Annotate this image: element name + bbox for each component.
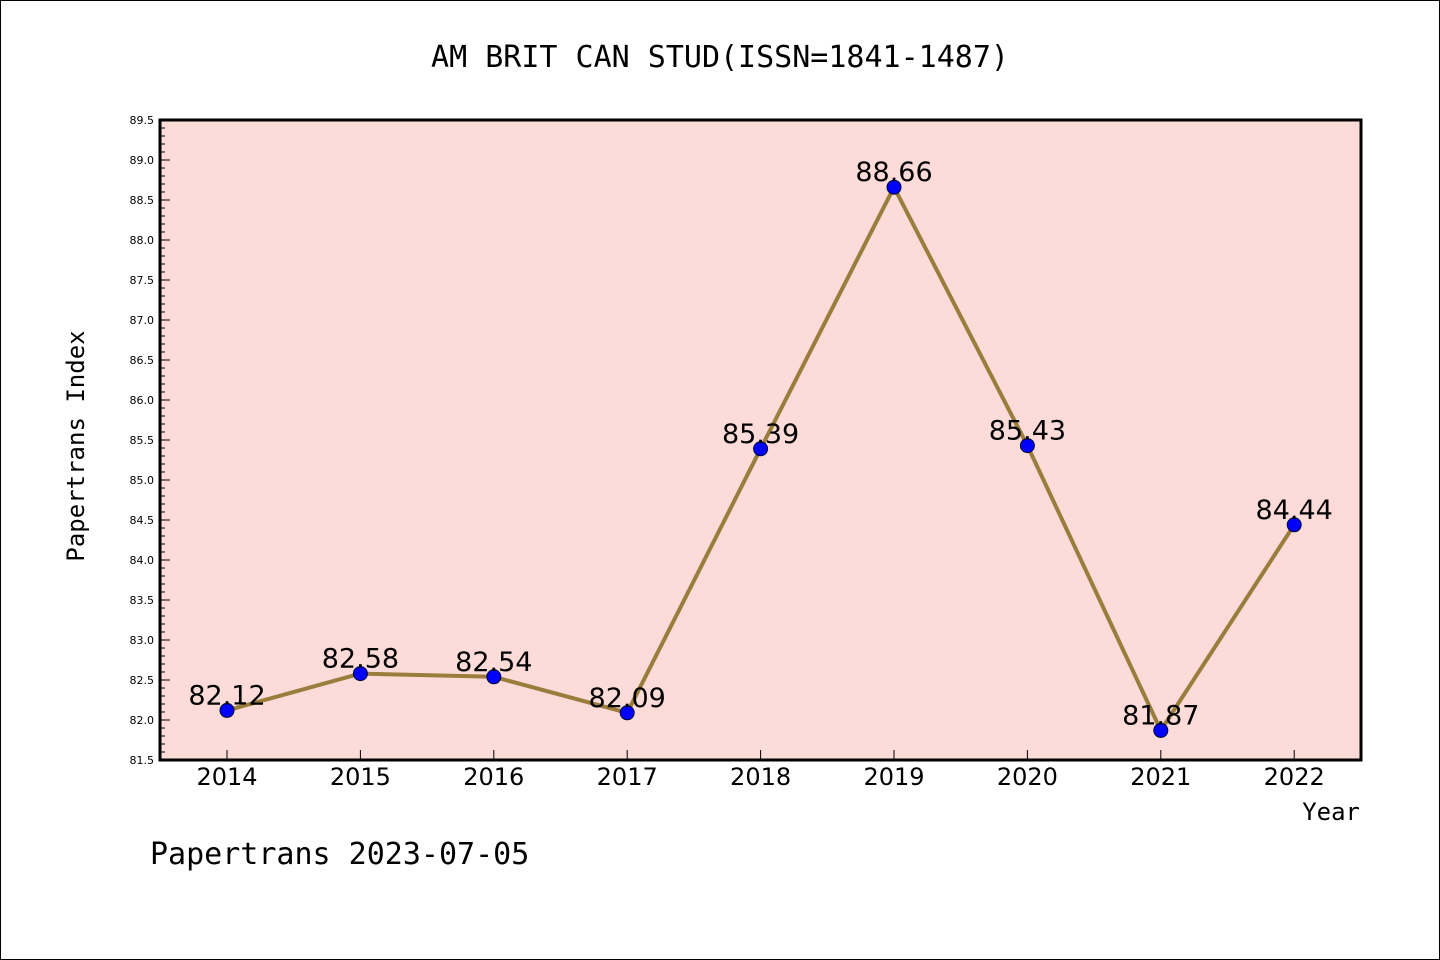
- y-tick-label: 82.5: [130, 674, 155, 687]
- x-tick-label: 2018: [730, 763, 791, 791]
- y-axis: 81.5 82.0 82.5 83.0 83.5 84.0 84.5 85.0 85.5 86.0…: [130, 114, 170, 767]
- chart-title: AM BRIT CAN STUD(ISSN=1841-1487): [431, 40, 1009, 75]
- data-point: [886, 179, 902, 195]
- x-tick-label: 2020: [997, 763, 1058, 791]
- x-tick-label: 2016: [463, 763, 524, 791]
- data-point: [352, 666, 368, 682]
- plot-border: [158, 118, 1363, 762]
- data-point: [219, 702, 235, 718]
- data-label: 81.87: [1122, 700, 1199, 731]
- x-tick-label: 2017: [597, 763, 658, 791]
- y-tick-label: 84.0: [130, 554, 155, 567]
- y-tick-label: 86.5: [130, 354, 155, 367]
- series-layer: [219, 179, 1302, 738]
- y-tick-label: 82.0: [130, 714, 155, 727]
- y-tick-label: 87.5: [130, 274, 155, 287]
- y-tick-label: 83.0: [130, 634, 155, 647]
- data-labels: 82.12 82.58 82.54 82.09 85.39 88.66 85.43 81.87…: [188, 157, 1332, 731]
- data-point: [1019, 438, 1035, 454]
- data-point: [619, 705, 635, 721]
- y-tick-label: 87.0: [130, 314, 155, 327]
- x-tick-label: 2019: [863, 763, 924, 791]
- x-axis-title: Year: [1302, 798, 1360, 826]
- data-point: [753, 441, 769, 457]
- data-label: 82.12: [188, 680, 265, 711]
- y-tick-label: 81.5: [130, 754, 155, 767]
- y-tick-label: 84.5: [130, 514, 155, 527]
- y-tick-label: 89.5: [130, 114, 155, 127]
- y-tick-label: 83.5: [130, 594, 155, 607]
- data-label: 82.54: [455, 647, 532, 678]
- x-tick-label: 2015: [330, 763, 391, 791]
- data-label: 84.44: [1256, 495, 1333, 526]
- y-tick-label: 89.0: [130, 154, 155, 167]
- y-axis-title: Papertrans Index: [62, 330, 90, 561]
- plot-area: [160, 120, 1361, 760]
- data-point: [1153, 722, 1169, 738]
- x-axis: 2014 2015 2016 2017 2018 2019 2020 2021 2022: [196, 750, 1325, 791]
- y-tick-label: 88.0: [130, 234, 155, 247]
- x-tick-label: 2022: [1264, 763, 1325, 791]
- y-tick-label: 86.0: [130, 394, 155, 407]
- y-tick-label: 88.5: [130, 194, 155, 207]
- x-tick-label: 2014: [196, 763, 257, 791]
- data-label: 85.43: [989, 416, 1066, 447]
- data-label: 82.58: [322, 644, 399, 675]
- y-tick-label: 85.0: [130, 474, 155, 487]
- data-label: 85.39: [722, 419, 799, 450]
- data-point: [486, 669, 502, 685]
- data-point: [1286, 517, 1302, 533]
- y-tick-label: 85.5: [130, 434, 155, 447]
- data-label: 82.09: [589, 683, 666, 714]
- x-tick-label: 2021: [1130, 763, 1191, 791]
- footer-text: Papertrans 2023-07-05: [150, 837, 529, 872]
- data-label: 88.66: [855, 157, 932, 188]
